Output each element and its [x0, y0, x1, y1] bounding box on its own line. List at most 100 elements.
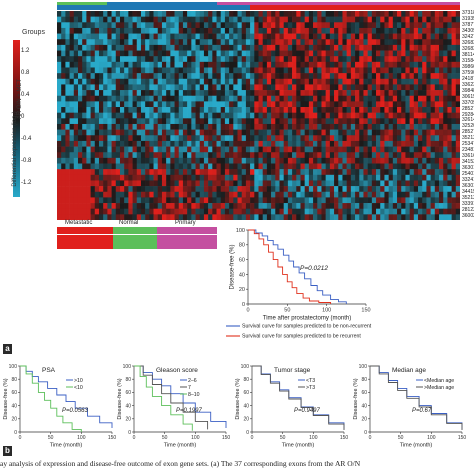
heatmap-cell	[388, 95, 394, 102]
heatmap-cell	[325, 140, 331, 147]
heatmap-cell	[426, 73, 431, 80]
heatmap-cell	[65, 95, 70, 102]
heatmap-cell	[216, 152, 222, 159]
heatmap-cell	[275, 146, 280, 153]
heatmap-cell	[73, 73, 79, 80]
heatmap-cell	[380, 112, 385, 119]
heatmap-cell	[245, 203, 251, 209]
heatmap-cell	[308, 208, 314, 215]
heatmap-cell	[329, 67, 335, 74]
heatmap-cell	[195, 163, 201, 170]
heatmap-cell	[229, 135, 234, 142]
y-axis-label: Disease-free (%)	[117, 378, 123, 419]
heatmap-cell	[254, 123, 259, 130]
heatmap-cell	[132, 152, 138, 159]
heatmap-cell	[103, 44, 108, 51]
heatmap-cell	[73, 44, 79, 51]
heatmap-cell	[367, 16, 373, 23]
heatmap-cell	[275, 90, 280, 97]
heatmap-cell	[124, 214, 129, 220]
heatmap-cell	[254, 129, 259, 136]
heatmap-cell	[397, 67, 402, 74]
heatmap-cell	[287, 67, 293, 74]
heatmap-cell	[426, 67, 431, 74]
heatmap-cell	[241, 39, 247, 46]
heatmap-cell	[98, 135, 104, 142]
heatmap-cell	[73, 157, 79, 164]
heatmap-cell	[149, 78, 154, 85]
heatmap-cell	[258, 22, 263, 29]
heatmap-cell	[153, 107, 159, 113]
heatmap-cell	[325, 214, 331, 220]
heatmap-cell	[149, 56, 154, 63]
heatmap-cell	[208, 129, 213, 136]
heatmap-cell	[77, 174, 83, 181]
heatmap-cell	[346, 22, 352, 29]
heatmap-cell	[405, 107, 410, 113]
heatmap-cell	[250, 44, 255, 51]
heatmap-cell	[376, 191, 381, 198]
heatmap-cell	[86, 44, 91, 51]
heatmap-cell	[90, 191, 96, 198]
heatmap-cell	[329, 33, 335, 40]
heatmap-cell	[229, 11, 234, 17]
heatmap-cell	[170, 129, 175, 136]
heatmap-cell	[371, 22, 377, 29]
heatmap-cell	[266, 174, 272, 181]
heatmap-cell	[69, 135, 75, 142]
heatmap-cell	[317, 197, 322, 204]
heatmap-cell	[132, 135, 138, 142]
heatmap-cell	[342, 67, 347, 74]
heatmap-cell	[166, 78, 171, 85]
heatmap-cell	[245, 180, 251, 187]
heatmap-cell	[346, 61, 352, 68]
heatmap-cell	[157, 163, 163, 170]
heatmap-cell	[111, 107, 117, 113]
heatmap-cell	[266, 11, 272, 17]
heatmap-cell	[212, 61, 217, 68]
heatmap-cell	[422, 101, 427, 108]
heatmap-cell	[355, 208, 360, 215]
heatmap-cell	[229, 67, 234, 74]
heatmap-cell	[157, 191, 163, 198]
heatmap-cell	[426, 191, 431, 198]
heatmap-cell	[149, 112, 154, 119]
heatmap-cell	[216, 73, 222, 80]
heatmap-cell	[90, 101, 96, 108]
heatmap-cell	[338, 95, 343, 102]
heatmap-cell	[136, 123, 142, 130]
heatmap-cell	[220, 11, 226, 17]
heatmap-cell	[426, 61, 431, 68]
heatmap-cell	[136, 112, 142, 119]
heatmap-cell	[443, 152, 448, 159]
heatmap-cell	[229, 50, 234, 57]
heatmap-cell	[262, 203, 268, 209]
heatmap-cell	[199, 129, 205, 136]
heatmap-cell	[128, 90, 133, 97]
heatmap-cell	[388, 67, 394, 74]
heatmap-cell	[82, 157, 87, 164]
heatmap-cell	[203, 16, 209, 23]
heatmap-cell	[443, 22, 448, 29]
heatmap-cell	[371, 146, 377, 153]
heatmap-cell	[355, 112, 360, 119]
heatmap-cell	[283, 174, 289, 181]
heatmap-cell	[65, 107, 70, 113]
heatmap-cell	[237, 95, 243, 102]
group-bar-pink-segment	[217, 2, 460, 5]
heatmap-cell	[329, 39, 335, 46]
exon-id-label: 3061594	[462, 93, 474, 100]
heatmap-cell	[140, 152, 146, 159]
heatmap-cell	[203, 61, 209, 68]
heatmap-cell	[86, 78, 91, 85]
heatmap-cell	[77, 135, 83, 142]
heatmap-cell	[136, 146, 142, 153]
heatmap-cell	[300, 129, 305, 136]
heatmap-cell	[174, 118, 180, 125]
heatmap-cell	[208, 56, 213, 63]
heatmap-cell	[254, 90, 259, 97]
heatmap-cell	[296, 11, 301, 17]
heatmap-cell	[380, 163, 385, 170]
heatmap-cell	[77, 90, 83, 97]
heatmap-cell	[380, 90, 385, 97]
